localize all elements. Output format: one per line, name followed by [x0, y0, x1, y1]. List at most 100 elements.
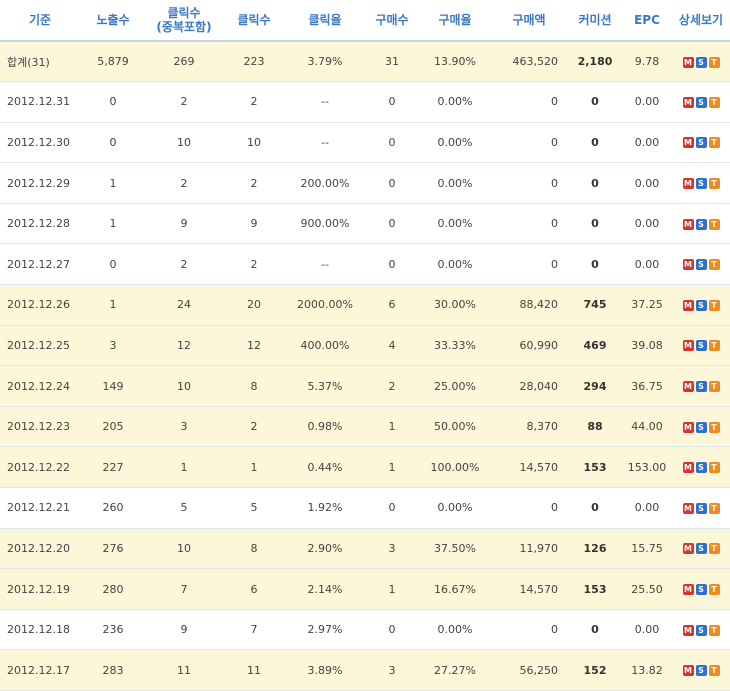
m-icon[interactable]: M — [682, 584, 694, 596]
s-icon[interactable]: S — [695, 96, 707, 108]
cell-impressions: 283 — [80, 649, 146, 691]
cell-date: 2012.12.18 — [0, 609, 80, 651]
cell-amount: 8,370 — [490, 406, 568, 448]
cell-conversion: 50.00% — [420, 406, 490, 448]
m-icon[interactable]: M — [682, 421, 694, 433]
s-icon[interactable]: S — [695, 56, 707, 68]
cell-epc: 153.00 — [622, 446, 672, 489]
cell-impressions: 5,879 — [80, 41, 146, 83]
cell-clicks: 2 — [222, 243, 286, 286]
cell-clicks-dup: 10 — [146, 122, 222, 164]
t-icon[interactable]: T — [708, 178, 720, 190]
cell-epc: 9.78 — [622, 41, 672, 83]
cell-epc: 15.75 — [622, 528, 672, 570]
cell-clicks: 2 — [222, 162, 286, 204]
m-icon[interactable]: M — [682, 340, 694, 352]
s-icon[interactable]: S — [695, 665, 707, 677]
cell-date: 2012.12.22 — [0, 446, 80, 489]
cell-epc: 0.00 — [622, 162, 672, 204]
t-icon[interactable]: T — [708, 381, 720, 393]
m-icon[interactable]: M — [682, 665, 694, 677]
cell-date: 2012.12.29 — [0, 162, 80, 204]
s-icon[interactable]: S — [695, 624, 707, 636]
t-icon[interactable]: T — [708, 665, 720, 677]
s-icon[interactable]: S — [695, 584, 707, 596]
cell-clicks: 6 — [222, 568, 286, 610]
t-icon[interactable]: T — [708, 421, 720, 433]
m-icon[interactable]: M — [682, 462, 694, 474]
m-icon[interactable]: M — [682, 259, 694, 271]
t-icon[interactable]: T — [708, 543, 720, 555]
t-icon[interactable]: T — [708, 137, 720, 149]
s-icon[interactable]: S — [695, 462, 707, 474]
cell-epc: 36.75 — [622, 365, 672, 407]
m-icon[interactable]: M — [682, 543, 694, 555]
cell-purchases: 2 — [364, 365, 420, 407]
t-icon[interactable]: T — [708, 340, 720, 352]
s-icon[interactable]: S — [695, 502, 707, 514]
cell-amount: 463,520 — [490, 41, 568, 83]
cell-clicks-dup: 9 — [146, 203, 222, 245]
cell-epc: 39.08 — [622, 325, 672, 367]
t-icon[interactable]: T — [708, 96, 720, 108]
table-row: 2012.12.26 1 24 20 2000.00% 6 30.00% 88,420 745 3… — [0, 284, 730, 326]
cell-date: 2012.12.27 — [0, 243, 80, 286]
t-icon[interactable]: T — [708, 462, 720, 474]
cell-conversion: 27.27% — [420, 649, 490, 691]
m-icon[interactable]: M — [682, 218, 694, 230]
cell-clicks: 1 — [222, 446, 286, 489]
t-icon[interactable]: T — [708, 56, 720, 68]
m-icon[interactable]: M — [682, 96, 694, 108]
s-icon[interactable]: S — [695, 299, 707, 311]
t-icon[interactable]: T — [708, 584, 720, 596]
t-icon[interactable]: T — [708, 502, 720, 514]
cell-commission: 2,180 — [568, 41, 622, 83]
cell-conversion: 100.00% — [420, 446, 490, 489]
s-icon[interactable]: S — [695, 137, 707, 149]
header-clicks: 클릭수 — [222, 0, 286, 42]
cell-conversion: 13.90% — [420, 41, 490, 83]
m-icon[interactable]: M — [682, 502, 694, 514]
cell-commission: 153 — [568, 446, 622, 489]
t-icon[interactable]: T — [708, 218, 720, 230]
cell-ctr: 2.14% — [286, 568, 364, 610]
m-icon[interactable]: M — [682, 178, 694, 190]
m-icon[interactable]: M — [682, 299, 694, 311]
s-icon[interactable]: S — [695, 340, 707, 352]
cell-purchases: 6 — [364, 284, 420, 326]
header-ctr: 클릭율 — [286, 0, 364, 42]
m-icon[interactable]: M — [682, 381, 694, 393]
cell-commission: 0 — [568, 81, 622, 123]
m-icon[interactable]: M — [682, 624, 694, 636]
cell-amount: 14,570 — [490, 446, 568, 489]
cell-epc: 0.00 — [622, 122, 672, 164]
cell-conversion: 25.00% — [420, 365, 490, 407]
s-icon[interactable]: S — [695, 421, 707, 433]
t-icon[interactable]: T — [708, 299, 720, 311]
cell-commission: 0 — [568, 243, 622, 286]
table-row: 2012.12.25 3 12 12 400.00% 4 33.33% 60,990 469 39… — [0, 325, 730, 367]
m-icon[interactable]: M — [682, 137, 694, 149]
s-icon[interactable]: S — [695, 543, 707, 555]
s-icon[interactable]: S — [695, 178, 707, 190]
cell-ctr: -- — [286, 243, 364, 286]
t-icon[interactable]: T — [708, 624, 720, 636]
s-icon[interactable]: S — [695, 259, 707, 271]
s-icon[interactable]: S — [695, 381, 707, 393]
cell-impressions: 236 — [80, 609, 146, 651]
cell-epc: 0.00 — [622, 203, 672, 245]
t-icon[interactable]: T — [708, 259, 720, 271]
cell-clicks-dup: 7 — [146, 568, 222, 610]
m-icon[interactable]: M — [682, 56, 694, 68]
cell-clicks-dup: 1 — [146, 446, 222, 489]
s-icon[interactable]: S — [695, 218, 707, 230]
cell-impressions: 227 — [80, 446, 146, 489]
